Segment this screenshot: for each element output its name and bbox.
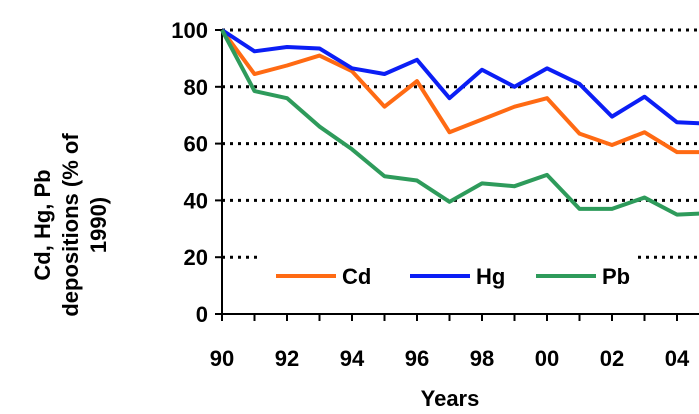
legend-label-pb: Pb [602, 264, 630, 289]
y-axis-title: Cd, Hg, Pb depositions (% of 1990) [30, 133, 111, 317]
series-lines [220, 28, 699, 217]
y-tick-label-100: 100 [171, 18, 208, 43]
legend-label-hg: Hg [476, 264, 505, 289]
y-tick-label-0: 0 [196, 302, 208, 327]
x-tick-label-96: 96 [405, 346, 429, 371]
x-tick-label-02: 02 [600, 346, 624, 371]
series-line-pb [220, 29, 699, 217]
legend-label-cd: Cd [342, 264, 371, 289]
y-tick-labels: 0 20 40 60 80 100 [171, 18, 208, 327]
x-axis-title: Years [421, 386, 480, 411]
y-axis-title-line-2: depositions (% of [58, 133, 83, 317]
x-tick-label-92: 92 [275, 346, 299, 371]
axes [215, 29, 699, 321]
series-line-cd [220, 28, 699, 155]
y-tick-label-60: 60 [184, 132, 208, 157]
legend: Cd Hg Pb [262, 252, 635, 298]
y-tick-label-20: 20 [184, 245, 208, 270]
y-axis-title-line-1: Cd, Hg, Pb [30, 169, 55, 280]
x-tick-label-90: 90 [210, 346, 234, 371]
series-line-hg [220, 28, 699, 126]
x-tick-label-04: 04 [665, 346, 690, 371]
y-axis-title-line-3: 1990) [86, 197, 111, 253]
x-tick-label-00: 00 [535, 346, 559, 371]
x-tick-label-94: 94 [340, 346, 365, 371]
x-tick-labels: 90 92 94 96 98 00 02 04 [210, 346, 690, 371]
y-tick-label-40: 40 [184, 188, 208, 213]
y-tick-label-80: 80 [184, 75, 208, 100]
x-tick-label-98: 98 [470, 346, 494, 371]
